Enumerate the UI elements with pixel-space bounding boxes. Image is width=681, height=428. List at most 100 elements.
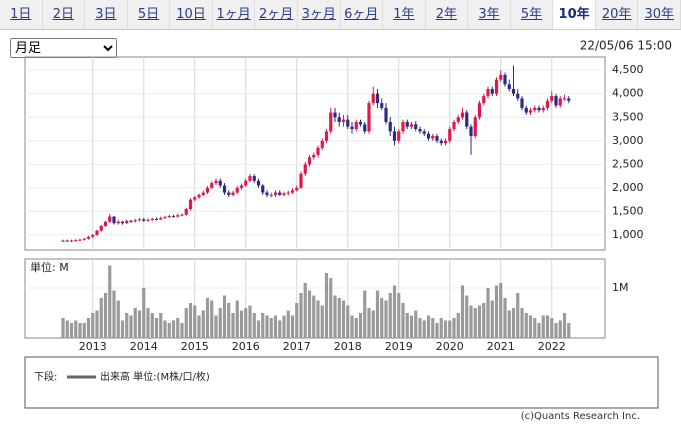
candle-body (358, 121, 363, 125)
candle-body (558, 98, 562, 106)
volume-bar (443, 320, 448, 338)
volume-bar (550, 318, 554, 338)
candle-body (380, 103, 384, 108)
volume-bar (286, 310, 290, 338)
candle-body (384, 107, 388, 122)
candle-body (159, 217, 163, 220)
period-tab[interactable]: 10日 (170, 0, 213, 29)
candle-body (503, 74, 507, 85)
candle-body (146, 219, 150, 221)
volume-bar (533, 318, 537, 338)
candle-body (499, 74, 503, 80)
period-tab[interactable]: 6ヶ月 (341, 0, 384, 29)
period-tab[interactable]: 2ヶ月 (255, 0, 298, 29)
volume-bar (235, 300, 239, 338)
period-tab[interactable]: 2年 (426, 0, 469, 29)
candle-body (371, 93, 375, 104)
candle-body (273, 192, 278, 195)
volume-bar (95, 310, 99, 338)
candle-body (235, 187, 239, 193)
y-tick-label: 2,000 (612, 181, 644, 194)
period-tab[interactable]: 1年 (383, 0, 426, 29)
volume-bar (197, 315, 201, 338)
volume-bar (299, 293, 303, 338)
candle-body (188, 199, 193, 210)
period-tab[interactable]: 30年 (638, 0, 681, 29)
period-tab[interactable]: 5日 (128, 0, 171, 29)
volume-bar (528, 315, 533, 338)
candle-body (176, 215, 180, 217)
candle-body (78, 239, 82, 241)
volume-bar (112, 290, 116, 338)
volume-bar (448, 320, 452, 338)
y-tick-label: 1,500 (612, 204, 644, 217)
y-tick-label: 3,000 (612, 134, 644, 147)
candle-body (324, 131, 329, 141)
timestamp: 22/05/06 15:00 (580, 39, 672, 53)
candle-body (201, 192, 205, 195)
period-tab[interactable]: 3ヶ月 (298, 0, 341, 29)
candle-body (469, 126, 473, 137)
volume-bar (307, 290, 312, 338)
period-tab[interactable]: 3日 (85, 0, 128, 29)
period-tab[interactable]: 1ヶ月 (213, 0, 256, 29)
volume-bar (384, 300, 388, 338)
candle-body (341, 119, 346, 122)
volume-bar (244, 308, 248, 338)
volume-bar (439, 318, 443, 338)
volume-bar (150, 313, 154, 338)
period-select[interactable]: 月足 (10, 38, 117, 58)
volume-bar (333, 295, 337, 338)
candle-body (265, 192, 269, 195)
candle-body (303, 164, 307, 174)
period-tab[interactable]: 3年 (468, 0, 511, 29)
candle-body (329, 112, 333, 132)
volume-bar (562, 313, 567, 338)
candle-body (490, 89, 494, 94)
volume-bar (520, 308, 524, 338)
volume-bar (210, 300, 214, 338)
volume-bar (231, 313, 235, 338)
legend-prefix: 下段: (34, 370, 57, 383)
volume-bar (507, 310, 511, 338)
volume-bar (78, 323, 82, 338)
candle-body (278, 192, 282, 195)
volume-bar (388, 293, 392, 338)
volume-bar (516, 293, 520, 338)
candle-body (163, 217, 167, 219)
volume-bar (222, 295, 227, 338)
volume-bar (154, 318, 159, 338)
candle-body (125, 220, 129, 224)
period-tab[interactable]: 2日 (43, 0, 86, 29)
volume-bar (435, 323, 439, 338)
candle-body (537, 107, 541, 111)
period-tab[interactable]: 5年 (511, 0, 554, 29)
volume-bar (350, 315, 354, 338)
volume-bar (524, 313, 528, 338)
candle-body (180, 214, 184, 216)
volume-bar (218, 308, 222, 338)
volume-bar (273, 315, 278, 338)
x-tick-label: 2013 (79, 340, 107, 353)
period-tab[interactable]: 20年 (596, 0, 639, 29)
candle-body (482, 96, 486, 104)
volume-bar (324, 273, 329, 338)
candle-body (346, 119, 350, 127)
candle-body (443, 140, 448, 144)
volume-bar (163, 320, 167, 338)
period-tab[interactable]: 10年 (553, 0, 596, 29)
volume-bar (159, 313, 163, 338)
candle-body (409, 124, 414, 127)
volume-bar (103, 293, 108, 338)
candle-body (477, 103, 482, 118)
candle-body (86, 236, 91, 239)
volume-bar (465, 295, 469, 338)
volume-bar (137, 310, 142, 338)
volume-bar (469, 305, 473, 338)
volume-bar (146, 308, 150, 338)
volume-bar (316, 300, 320, 338)
volume-bar (422, 320, 426, 338)
period-tab[interactable]: 1日 (0, 0, 43, 29)
candle-body (528, 110, 533, 113)
volume-bar (91, 313, 95, 338)
